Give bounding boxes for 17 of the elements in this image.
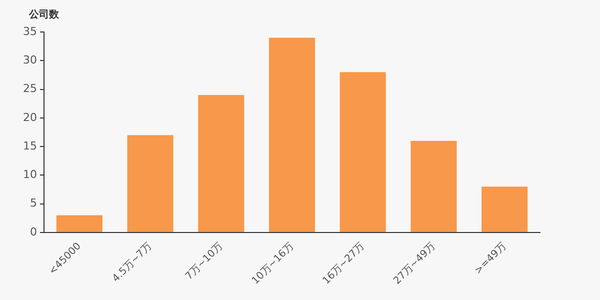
y-tick-label: 0 [30, 225, 37, 238]
bar [127, 135, 174, 232]
bar [198, 95, 244, 232]
x-tick-label: 4.5万~7万 [110, 240, 154, 284]
bar [482, 186, 528, 232]
y-tick-label: 10 [22, 168, 37, 182]
bar [56, 215, 102, 232]
bar [410, 140, 457, 232]
y-tick-label: 15 [22, 139, 37, 152]
bar [340, 72, 386, 232]
y-tick-label: 25 [22, 82, 37, 96]
y-tick-label: 30 [22, 53, 37, 66]
y-tick-label: 35 [22, 24, 37, 38]
y-axis-title: 公司数 [28, 8, 60, 21]
bar [268, 38, 316, 232]
y-tick-label: 20 [22, 110, 37, 124]
y-tick-label: 5 [30, 196, 37, 210]
